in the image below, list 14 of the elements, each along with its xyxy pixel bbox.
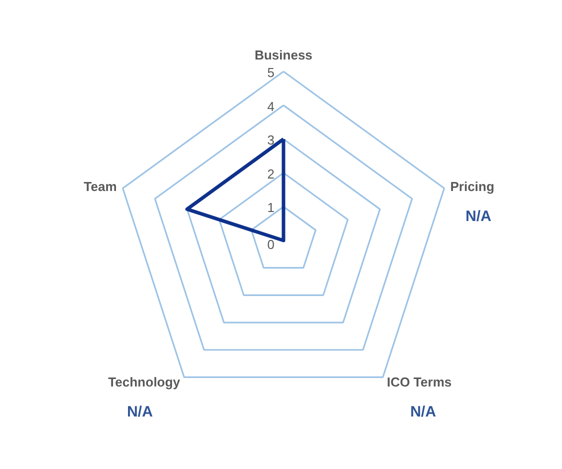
spoke-label: ICO Terms (386, 374, 452, 390)
text: N/A (410, 404, 436, 421)
y-tick-label: 4 (267, 98, 275, 114)
text: N/A (126, 404, 153, 421)
spoke-label: Business (254, 48, 312, 62)
text: N/A (466, 208, 492, 225)
y-tick-label: 1 (267, 200, 275, 216)
y-tick-label: 2 (267, 166, 275, 182)
spoke-label: Technology (108, 374, 181, 390)
y-tick-label: 5 (267, 65, 275, 80)
y-tick-label: 0 (267, 237, 275, 252)
spoke-label: Team (84, 178, 117, 194)
spoke-label: Pricing (450, 178, 494, 194)
y-tick-label: 3 (267, 132, 275, 148)
